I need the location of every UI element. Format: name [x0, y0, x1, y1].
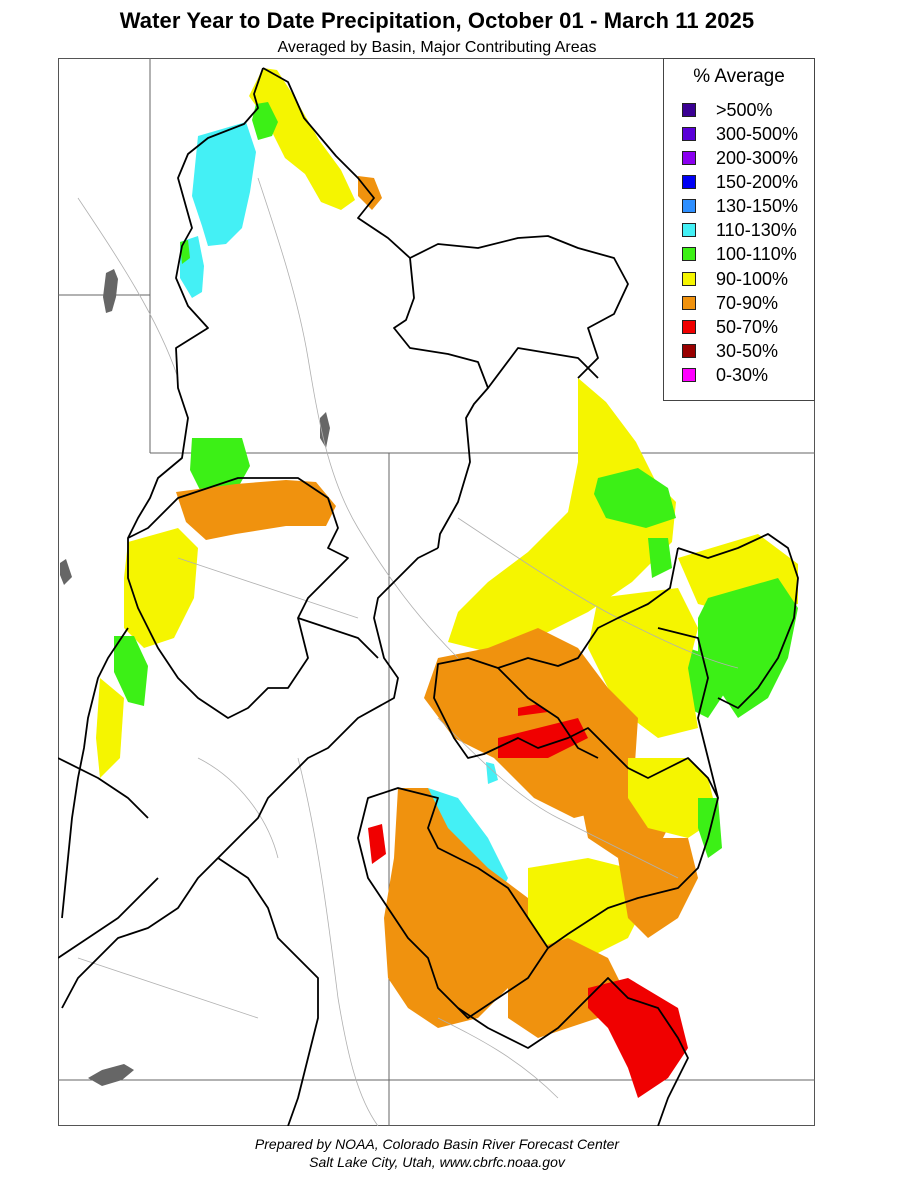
legend-label: 100-110% — [716, 243, 797, 264]
basin-boundary — [127, 477, 349, 719]
legend-item: 0-30% — [682, 365, 768, 385]
basin-boundary — [58, 757, 149, 819]
legend-item: 200-300% — [682, 148, 798, 168]
lake — [60, 559, 72, 585]
legend-label: 130-150% — [716, 195, 799, 216]
legend-item: 70-90% — [682, 293, 778, 313]
river — [197, 757, 279, 859]
basin-boundary — [297, 617, 379, 659]
region-90-100 — [249, 68, 355, 210]
legend-item: 100-110% — [682, 244, 797, 264]
legend-swatch — [682, 344, 696, 358]
river — [257, 177, 459, 659]
legend-item: 110-130% — [682, 220, 797, 240]
credit-line-2: Salt Lake City, Utah, www.cbrfc.noaa.gov — [309, 1154, 565, 1170]
legend-label: 30-50% — [716, 340, 779, 361]
basin-boundary — [217, 857, 319, 1126]
basin-boundary — [127, 67, 264, 539]
legend-item: >500% — [682, 100, 773, 120]
basin-boundary — [457, 977, 689, 1126]
region-100-110 — [114, 636, 148, 706]
legend-swatch — [682, 272, 696, 286]
river — [77, 197, 179, 379]
legend-label: 110-130% — [716, 219, 797, 240]
river — [177, 557, 359, 619]
region-90-100 — [96, 678, 124, 778]
legend-swatch — [682, 368, 696, 382]
legend-item: 50-70% — [682, 317, 778, 337]
legend-swatch — [682, 127, 696, 141]
river — [297, 757, 379, 1126]
legend-swatch — [682, 247, 696, 261]
legend-swatch — [682, 151, 696, 165]
region-100-110 — [252, 102, 278, 140]
region-70-90 — [448, 658, 508, 698]
region-50-70 — [588, 978, 688, 1098]
region-110-130 — [486, 762, 498, 784]
map-title: Water Year to Date Precipitation, Octobe… — [119, 8, 755, 33]
region-100-110 — [648, 538, 672, 578]
legend-label: 50-70% — [716, 316, 779, 337]
legend-swatch — [682, 296, 696, 310]
region-100-110 — [594, 468, 676, 528]
basin-boundary — [357, 787, 549, 1019]
basin-boundaries — [58, 67, 799, 1126]
basin-boundary — [58, 877, 159, 959]
legend-label: 150-200% — [716, 171, 799, 192]
lake — [88, 1064, 134, 1086]
lake — [103, 269, 118, 313]
legend-item: 150-200% — [682, 172, 798, 192]
river — [437, 717, 679, 879]
basin-boundary — [487, 347, 599, 389]
region-50-70 — [368, 824, 386, 864]
region-100-110 — [190, 438, 250, 490]
legend-swatch — [682, 199, 696, 213]
legend-item: 30-50% — [682, 341, 778, 361]
basin-boundary — [433, 547, 719, 949]
legend-swatch — [682, 223, 696, 237]
legend-label: 0-30% — [716, 364, 769, 385]
basin-boundary — [61, 547, 439, 1009]
region-90-100 — [448, 378, 676, 652]
region-100-110 — [688, 648, 728, 718]
river — [437, 1017, 559, 1099]
region-70-90 — [618, 838, 698, 938]
legend-item: 130-150% — [682, 196, 798, 216]
legend-label: 90-100% — [716, 268, 789, 289]
map-subtitle: Averaged by Basin, Major Contributing Ar… — [277, 39, 597, 56]
region-90-100 — [628, 758, 718, 838]
basin-boundary — [61, 627, 129, 919]
basin-boundary — [677, 533, 799, 709]
legend-item: 300-500% — [682, 124, 798, 144]
basin-boundary — [497, 667, 599, 759]
region-90-100 — [124, 528, 198, 648]
legend-swatch — [682, 320, 696, 334]
river — [77, 957, 259, 1019]
legend-swatch — [682, 175, 696, 189]
legend-label: 200-300% — [716, 147, 799, 168]
lakes — [60, 269, 330, 1086]
basin-boundary — [409, 235, 629, 379]
lake — [320, 412, 330, 448]
region-110-130 — [192, 122, 256, 246]
basin-boundary — [657, 627, 719, 799]
legend-label: 300-500% — [716, 123, 799, 144]
legend: % Average >500% 300-500% 200-300% 150-20… — [663, 58, 815, 401]
legend-label: 70-90% — [716, 292, 779, 313]
legend-title: % Average — [693, 66, 785, 87]
legend-label: >500% — [716, 99, 773, 120]
state-boundaries — [58, 58, 815, 1126]
basin-boundary — [262, 67, 489, 549]
credit-line-1: Prepared by NOAA, Colorado Basin River F… — [254, 1136, 620, 1152]
region-90-100 — [528, 858, 648, 958]
legend-item: 90-100% — [682, 269, 788, 289]
legend-swatch — [682, 103, 696, 117]
precipitation-map — [58, 58, 815, 1126]
region-70-90 — [176, 480, 336, 540]
